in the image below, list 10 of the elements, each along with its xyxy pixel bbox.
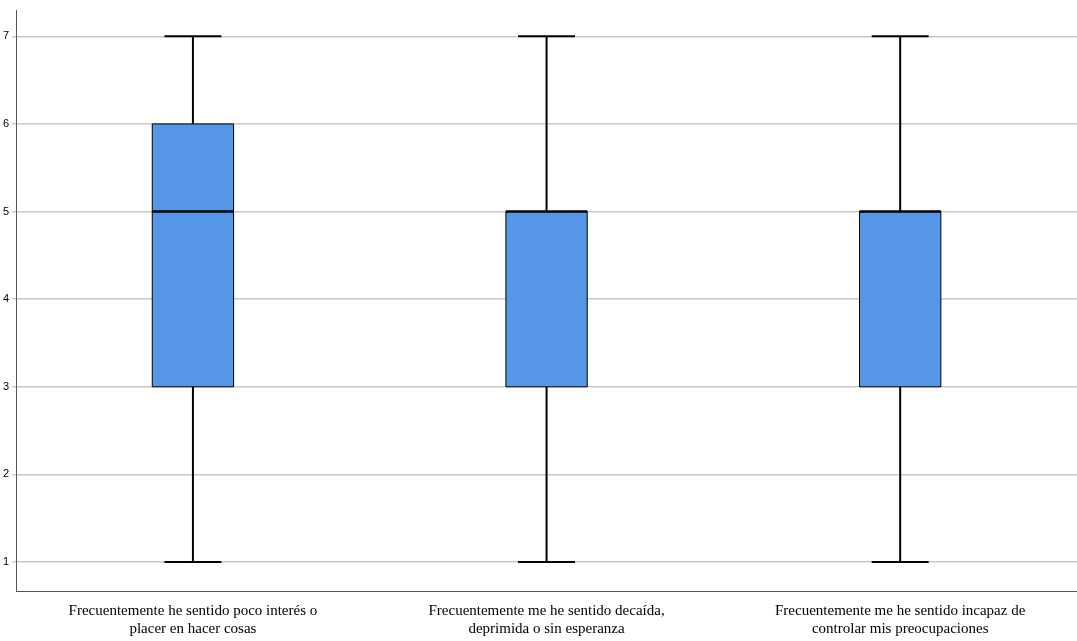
y-tick-label: 2 bbox=[2, 467, 10, 480]
x-tick-label: Frecuentemente me he sentido incapaz de controlar mis preocupaciones bbox=[775, 601, 1026, 636]
y-tick-label: 4 bbox=[2, 292, 10, 305]
x-tick-label: Frecuentemente me he sentido decaída, deprimida o sin esperanza bbox=[428, 601, 665, 636]
y-tick-label: 5 bbox=[2, 204, 10, 217]
y-tick-label: 6 bbox=[2, 116, 10, 129]
y-tick-label: 7 bbox=[2, 29, 10, 42]
y-tick-label: 3 bbox=[2, 379, 10, 392]
y-tick-label: 1 bbox=[2, 555, 10, 568]
x-tick-label: Frecuentemente he sentido poco interés o placer en hacer cosas bbox=[68, 601, 318, 636]
